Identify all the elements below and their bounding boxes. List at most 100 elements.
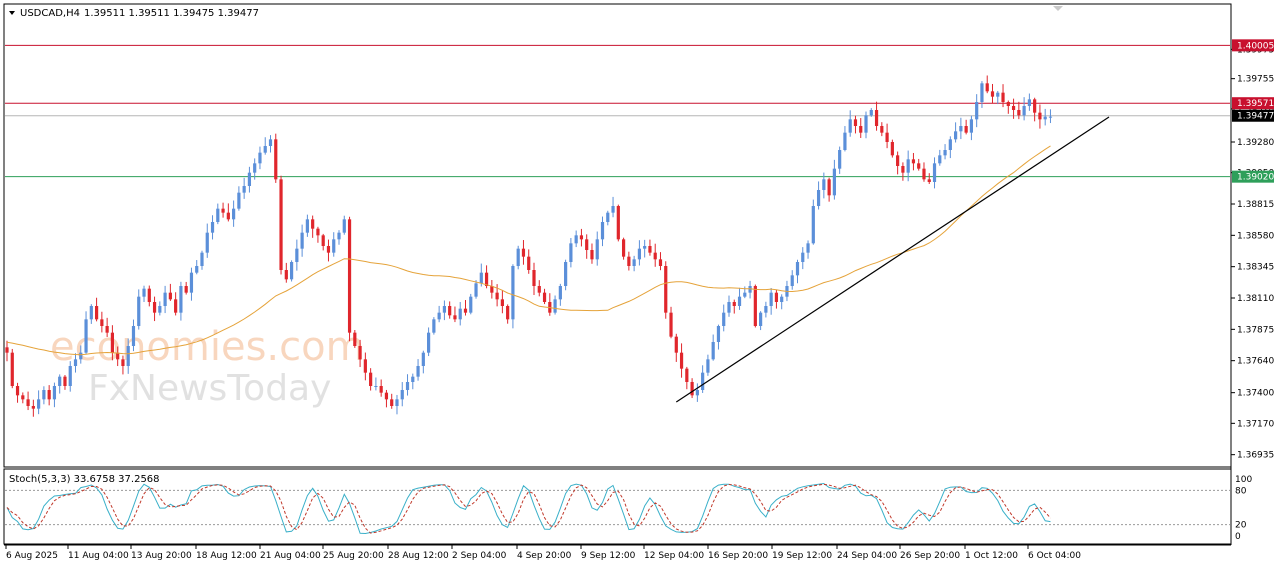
candle [1048,109,1053,124]
x-tick-label: 28 Aug 12:00 [388,551,449,561]
candle [959,117,963,140]
symbol-menu-arrow-icon[interactable] [9,11,15,15]
candle-body [31,406,35,409]
candle [94,297,99,322]
candle-body [527,256,531,270]
x-tick: 12 Sep 04:00 [643,545,704,561]
level-badge-label: 1.39477 [1237,112,1274,122]
candle [600,216,605,247]
candle [990,83,995,104]
candle [384,389,389,408]
candle [300,224,304,257]
candle [516,245,520,270]
candle-body [347,219,352,333]
candle [131,319,136,352]
x-tick: 26 Sep 20:00 [899,545,960,561]
candle-body [427,332,431,353]
candle [938,149,942,166]
candle-body [769,292,773,306]
candle [564,259,568,291]
candle-body [337,232,341,240]
candle [1038,104,1042,129]
x-tick: 1 Oct 12:00 [964,545,1018,561]
candle [174,292,178,316]
candle [732,299,736,314]
candle [263,137,267,155]
candle [527,249,531,274]
candle [653,243,657,267]
y-tick: 1.39280 [1231,138,1274,148]
candle [606,210,610,226]
candle-body [853,119,858,126]
y-tick-label: 1.38815 [1237,200,1274,210]
candle [764,301,768,318]
symbol-timeframe: USDCAD,H4 [20,8,80,19]
candle-body [158,306,162,313]
candle [674,333,678,362]
x-tick-label: 6 Aug 2025 [6,551,58,561]
y-tick-label: 1.38110 [1237,294,1274,304]
candle [843,126,847,152]
candle [490,279,494,299]
candle [405,374,410,396]
level-badge-label: 1.39571 [1237,99,1274,109]
candle-body [1033,99,1037,113]
candle-body [516,248,520,266]
candle-body [964,126,968,133]
candle [711,334,715,361]
x-tick: 2 Sep 04:00 [451,545,507,561]
candle-body [168,292,172,300]
candle [874,101,879,131]
candle [806,240,810,259]
candle [221,202,225,218]
support-trendline[interactable] [675,116,1110,403]
stoch-signal-line [6,483,1051,534]
y-tick-label: 1.38345 [1237,263,1274,273]
candle-body [801,252,805,262]
candle-body [880,126,884,133]
candle-body [342,219,346,233]
one-click-toggle-icon[interactable] [1053,6,1063,11]
candle [37,390,41,415]
x-tick-label: 2 Sep 04:00 [452,551,507,561]
x-tick-label: 11 Aug 04:00 [68,551,129,561]
candle [158,301,162,316]
candle-body [711,342,715,360]
candle-body [384,392,389,400]
candle-body [901,166,905,173]
candle-body [189,272,194,293]
candle-body [511,266,515,320]
candle-body [52,386,57,400]
candle-body [495,292,499,300]
candle-body [26,399,30,406]
candle-body [174,299,178,313]
level-badge-0: 1.40005 [1232,39,1274,52]
candle-body [232,208,236,220]
candle-body [84,319,88,353]
candle-body [253,163,257,173]
candle-body [938,155,942,164]
candle [737,287,742,310]
candle-body [73,359,78,366]
candle-body [759,312,763,326]
candle-body [859,126,863,133]
candle-body [579,235,584,240]
candle-body [996,92,1000,97]
candle [411,373,415,390]
candle [258,146,262,170]
candle [1011,98,1016,119]
candle-body [210,222,215,233]
candle [906,150,910,182]
candle-body [780,296,784,302]
candle-body [611,206,615,213]
candle-body [1017,110,1021,116]
candle-body [906,159,910,173]
candle [574,230,578,248]
candle-body [637,248,641,260]
candle-body [448,306,452,316]
candle-body [685,368,689,382]
candle [853,115,858,134]
candle [305,214,309,237]
